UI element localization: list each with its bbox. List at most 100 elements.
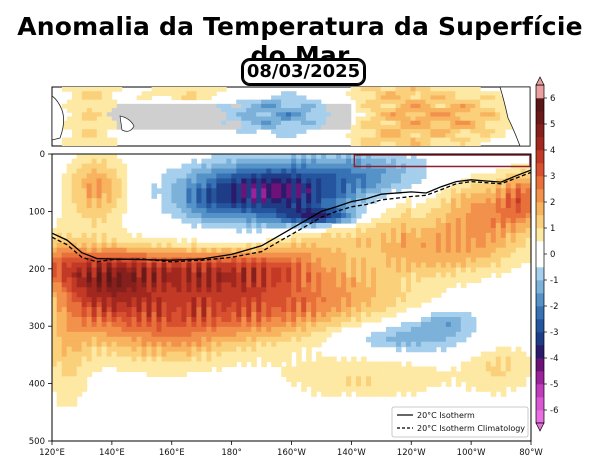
field-cell <box>420 381 427 387</box>
field-cell <box>196 277 202 283</box>
field-cell <box>216 262 222 269</box>
field-cell <box>306 232 312 239</box>
field-cell <box>256 267 262 274</box>
field-cell <box>261 213 267 219</box>
field-cell <box>510 193 517 199</box>
field-cell <box>181 366 188 373</box>
field-cell <box>66 232 73 239</box>
field-cell <box>356 371 362 377</box>
field-cell <box>186 321 193 328</box>
field-cell <box>430 336 437 343</box>
map-cell <box>345 124 352 130</box>
field-cell <box>216 366 222 373</box>
field-cell <box>311 341 317 348</box>
field-cell <box>291 257 297 264</box>
field-cell <box>356 321 362 328</box>
field-cell <box>500 213 507 219</box>
field-cell <box>111 272 118 279</box>
field-cell <box>490 267 497 274</box>
field-cell <box>326 183 332 189</box>
map-cell <box>276 116 282 122</box>
field-cell <box>440 213 447 219</box>
field-cell <box>321 376 327 382</box>
field-cell <box>361 188 367 194</box>
map-cell <box>236 99 242 105</box>
field-cell <box>216 316 222 323</box>
field-cell <box>76 154 83 160</box>
field-cell <box>390 282 397 288</box>
field-cell <box>306 381 312 387</box>
field-cell <box>276 252 282 259</box>
field-cell <box>221 316 227 323</box>
map-cell <box>206 95 212 101</box>
field-cell <box>186 183 193 189</box>
field-cell <box>141 252 148 259</box>
field-cell <box>71 381 78 387</box>
map-cell <box>291 103 297 109</box>
field-cell <box>321 321 327 328</box>
map-cell <box>415 129 421 134</box>
map-cell <box>111 87 118 92</box>
field-cell <box>201 163 207 170</box>
field-cell <box>246 336 252 343</box>
field-cell <box>390 168 397 175</box>
field-cell <box>136 307 143 313</box>
field-cell <box>480 203 487 209</box>
field-cell <box>191 247 197 254</box>
isotherm-lines <box>52 169 531 263</box>
field-cell <box>525 218 531 224</box>
field-cell <box>101 198 108 204</box>
map-cell <box>201 95 207 101</box>
field-cell <box>246 282 252 288</box>
field-cell <box>196 326 202 333</box>
map-cell <box>91 87 98 92</box>
map-cell <box>201 120 207 126</box>
field-cell <box>276 242 282 249</box>
field-cell <box>81 376 88 382</box>
field-cell <box>96 252 103 259</box>
field-cell <box>366 222 372 229</box>
field-cell <box>390 297 397 303</box>
field-cell <box>356 386 362 392</box>
field-cell <box>141 287 148 293</box>
map-cell <box>410 129 416 134</box>
map-cell <box>340 112 347 117</box>
field-cell <box>241 173 247 180</box>
field-cell <box>131 366 138 373</box>
field-cell <box>96 163 103 170</box>
field-cell <box>176 203 183 209</box>
field-cell <box>311 242 317 249</box>
field-cell <box>226 158 232 165</box>
field-cell <box>201 203 207 209</box>
field-cell <box>131 351 138 358</box>
field-cell <box>251 336 257 343</box>
field-cell <box>151 237 158 244</box>
field-cell <box>435 331 442 338</box>
field-cell <box>61 242 68 249</box>
field-cell <box>485 376 492 382</box>
field-cell <box>301 341 307 348</box>
map-cell <box>425 141 431 146</box>
field-cell <box>386 386 392 392</box>
field-cell <box>86 361 93 368</box>
field-cell <box>395 227 402 234</box>
map-cell <box>380 95 387 101</box>
field-cell <box>420 321 427 328</box>
field-cell <box>381 252 387 259</box>
field-cell <box>286 222 292 229</box>
field-cell <box>445 227 452 234</box>
map-cell <box>241 99 247 105</box>
field-cell <box>296 316 302 323</box>
map-cell <box>350 95 357 101</box>
field-cell <box>191 237 197 244</box>
field-cell <box>291 341 297 348</box>
field-cell <box>61 396 68 402</box>
map-cell <box>241 120 247 126</box>
field-cell <box>371 361 377 368</box>
field-cell <box>326 198 332 204</box>
field-cell <box>311 208 317 214</box>
field-cell <box>111 346 118 353</box>
field-cell <box>395 154 402 160</box>
field-cell <box>261 361 267 368</box>
map-cell <box>111 103 118 109</box>
